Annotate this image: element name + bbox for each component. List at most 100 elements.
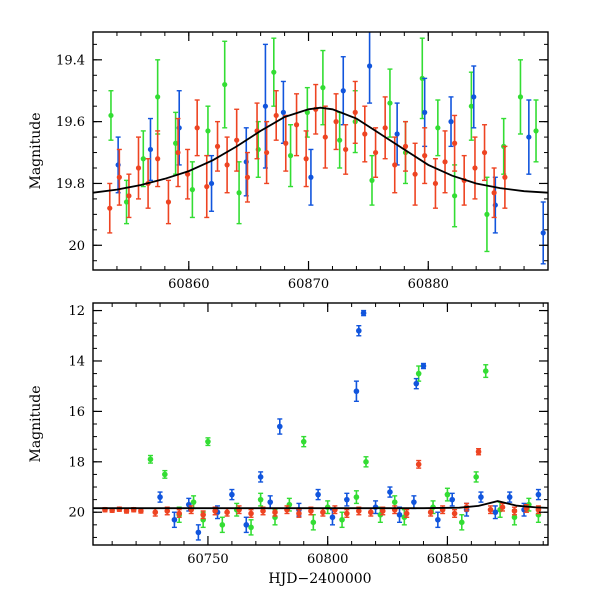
top-data-point <box>442 159 448 165</box>
top-data-point <box>205 128 211 134</box>
top-data-point <box>236 190 242 196</box>
bottom-data-point <box>116 506 123 513</box>
bottom-axis-ticks: 60750 60800 60850 12 14 16 18 20 <box>68 303 548 567</box>
top-data-point <box>214 143 221 149</box>
top-data-point <box>422 153 428 159</box>
top-data-point <box>362 131 368 137</box>
bottom-data-point <box>300 438 307 445</box>
top-series-2 <box>107 80 508 234</box>
bottom-panel: 60750 60800 60850 12 14 16 18 20 Magnitude HJD−… <box>28 302 549 587</box>
top-data-point <box>448 119 454 125</box>
bottom-series-1 <box>157 309 542 541</box>
bottom-data-point <box>176 510 183 517</box>
bottom-data-point <box>449 496 456 503</box>
bottom-data-point <box>267 499 274 505</box>
bottom-data-point <box>243 522 250 528</box>
bottom-data-point <box>138 508 144 514</box>
top-data-point <box>126 193 132 199</box>
top-data-point <box>491 190 497 196</box>
top-y-axis-title: Magnitude <box>28 112 44 189</box>
bottom-data-point <box>387 489 393 495</box>
bottom-data-point <box>506 494 513 500</box>
top-data-point <box>280 109 286 115</box>
top-data-point <box>320 85 326 91</box>
top-data-point <box>481 149 488 156</box>
bottom-data-point <box>257 474 264 480</box>
bottom-data-point <box>363 459 369 465</box>
bottom-data-point <box>353 388 360 395</box>
bottom-data-point <box>360 310 367 316</box>
bottom-data-point <box>427 509 434 516</box>
top-data-point <box>208 180 215 187</box>
bottom-data-point <box>478 494 484 500</box>
bottom-data-point <box>420 363 427 369</box>
bottom-data-point <box>224 509 230 516</box>
top-data-point <box>224 162 230 168</box>
top-data-point <box>303 156 309 162</box>
top-plot-area <box>93 32 548 265</box>
bottom-data-point <box>320 509 326 516</box>
top-data-point <box>452 193 458 199</box>
bottom-data-point <box>205 438 211 445</box>
bottom-data-point <box>339 516 345 523</box>
bottom-data-point <box>190 499 197 505</box>
top-data-point <box>394 131 400 137</box>
bottom-data-point <box>492 509 499 516</box>
top-data-point <box>517 94 524 100</box>
top-data-point <box>283 140 289 146</box>
top-x-tick-label: 60870 <box>288 277 329 292</box>
top-data-point <box>526 134 532 140</box>
bottom-data-point <box>344 496 350 503</box>
top-data-point <box>337 137 343 143</box>
bottom-x-tick-label: 60800 <box>307 552 348 567</box>
top-data-point <box>366 63 373 69</box>
top-data-point <box>194 125 200 131</box>
top-data-point <box>140 156 146 162</box>
top-data-point <box>502 174 508 180</box>
top-data-point <box>468 103 474 109</box>
bottom-data-point <box>272 509 278 516</box>
bottom-data-point <box>276 423 283 430</box>
top-data-point <box>293 122 300 128</box>
top-x-tick-label: 60860 <box>168 277 209 292</box>
top-data-point <box>422 109 428 115</box>
top-data-point <box>369 177 375 183</box>
top-data-point <box>184 171 191 177</box>
bottom-data-point <box>324 504 331 510</box>
bottom-data-point <box>171 516 178 523</box>
bottom-data-point <box>435 516 441 523</box>
top-y-tick-label: 20 <box>68 239 85 254</box>
bottom-data-point <box>164 508 171 514</box>
bottom-data-point <box>451 510 458 517</box>
top-data-point <box>340 88 346 94</box>
bottom-data-point <box>372 504 379 510</box>
bottom-data-point <box>344 510 350 517</box>
top-data-point <box>402 143 409 149</box>
bottom-data-point <box>473 474 479 480</box>
bottom-data-point <box>147 456 154 463</box>
bottom-data-point <box>260 508 266 514</box>
bottom-data-point <box>200 511 206 518</box>
top-data-point <box>135 165 142 171</box>
bottom-data-point <box>535 491 542 498</box>
top-y-tick-label: 19.8 <box>56 177 85 192</box>
top-data-point <box>155 156 161 162</box>
bottom-data-point <box>415 461 422 468</box>
top-data-point <box>244 174 251 180</box>
bottom-data-point <box>396 511 403 518</box>
bottom-y-tick-label: 14 <box>68 354 85 369</box>
bottom-data-point <box>403 510 410 517</box>
bottom-data-point <box>308 508 314 514</box>
bottom-model-curve <box>93 500 548 510</box>
top-data-point <box>108 112 114 119</box>
bottom-data-point <box>123 508 130 514</box>
bottom-data-point <box>487 506 494 513</box>
bottom-data-point <box>499 504 506 510</box>
top-data-point <box>372 149 379 156</box>
top-data-point <box>484 211 490 217</box>
top-axis-ticks: 60860 60870 60880 19.4 19.6 19.8 20 <box>56 32 549 292</box>
top-data-point <box>222 81 228 88</box>
bottom-data-point <box>195 529 202 536</box>
